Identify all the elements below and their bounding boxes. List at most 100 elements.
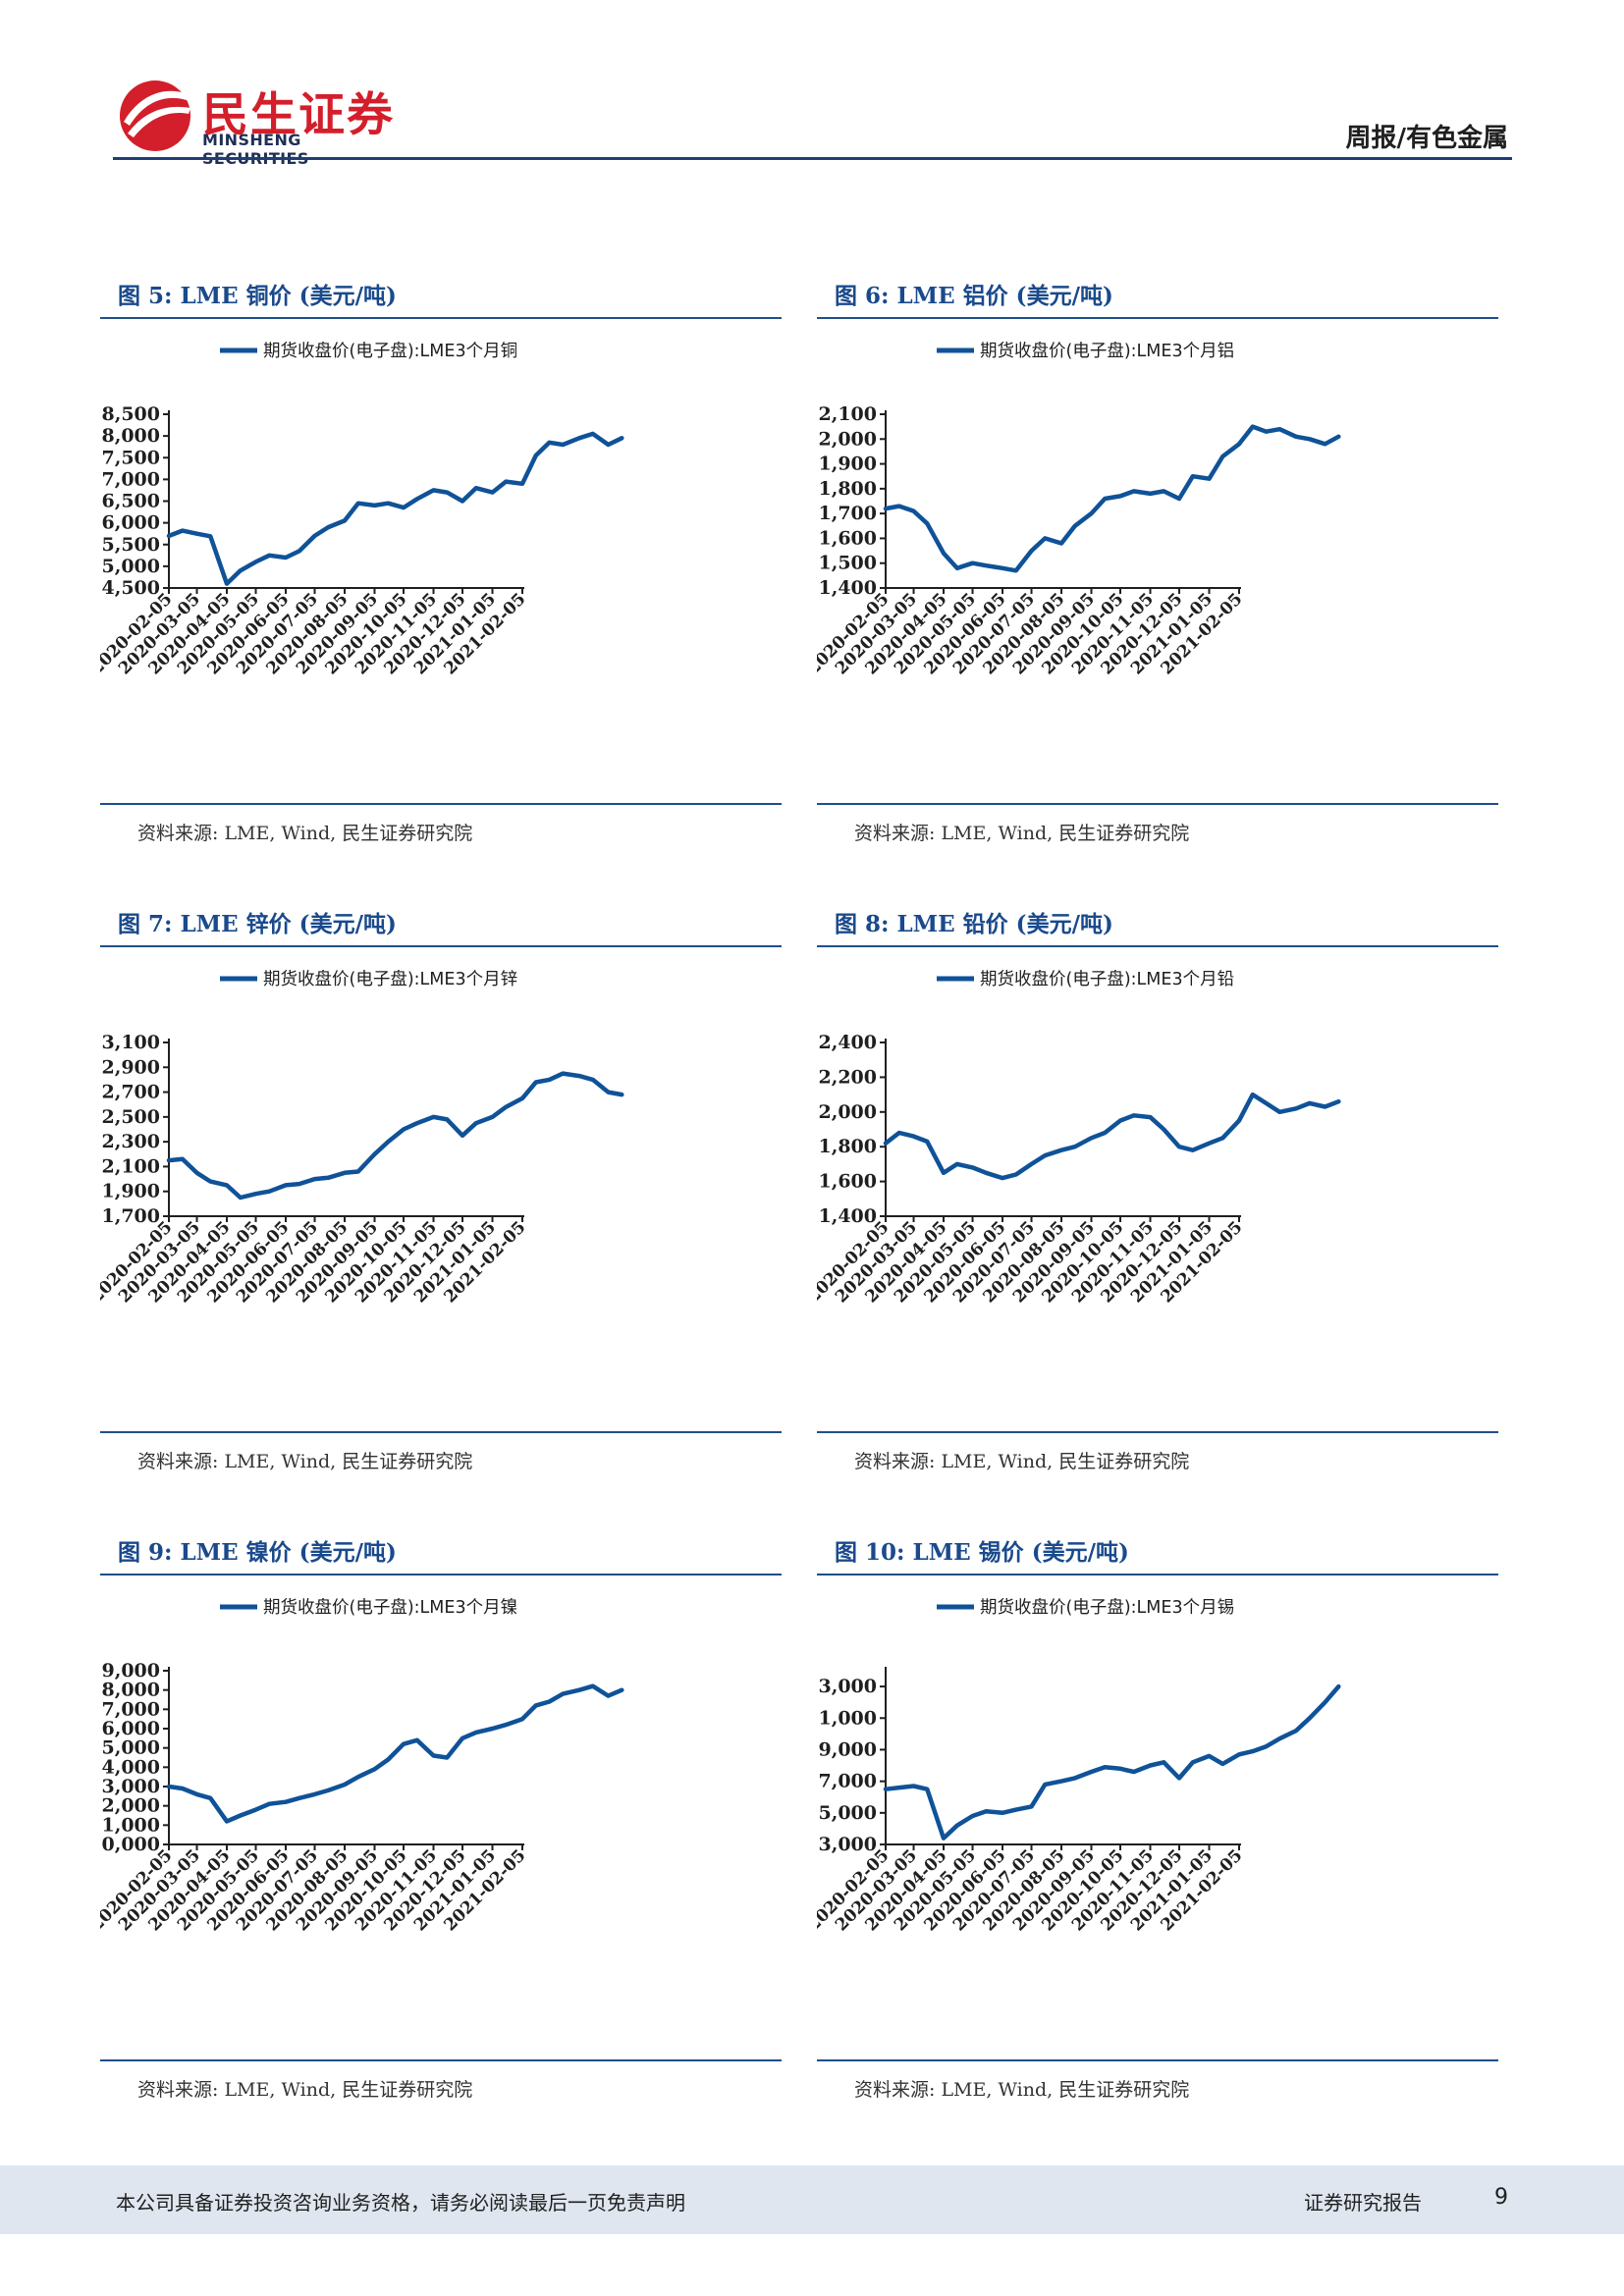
chart-axes	[885, 410, 1241, 589]
figure-source: 资料来源: LME, Wind, 民生证券研究院	[854, 2079, 1190, 2101]
chart-legend: 期货收盘价(电子盘):LME3个月铜	[220, 342, 517, 361]
chart-ticks: 10,00011,00012,00013,00014,00015,00016,0…	[100, 1660, 530, 1935]
y-tick-label: 17,000	[100, 1698, 160, 1720]
figure-source: 资料来源: LME, Wind, 民生证券研究院	[854, 823, 1190, 844]
chart-ticks: 1,700 1,900 2,100 2,300 2,500 2,700 2,900 3,100…	[100, 1032, 530, 1307]
legend-label: 期货收盘价(电子盘):LME3个月铝	[980, 342, 1234, 361]
y-tick-label: 1,700	[102, 1205, 161, 1227]
figure-panel: 图 7: LME 锌价 (美元/吨) 期货收盘价(电子盘):LME3个月锌 1,…	[100, 905, 782, 1494]
logo-subtext: MINSHENG SECURITIES	[202, 131, 308, 168]
y-tick-label: 17,000	[817, 1771, 877, 1792]
chart-legend: 期货收盘价(电子盘):LME3个月锡	[937, 1598, 1234, 1618]
figure-top-rule	[817, 1574, 1498, 1575]
chart-legend: 期货收盘价(电子盘):LME3个月铝	[937, 342, 1234, 361]
y-tick-label: 13,000	[100, 1776, 160, 1797]
figure-panel: 图 6: LME 铝价 (美元/吨) 期货收盘价(电子盘):LME3个月铝 1,…	[817, 277, 1498, 866]
y-tick-label: 2,200	[819, 1066, 878, 1088]
figure-title: 图 8: LME 铅价 (美元/吨)	[835, 911, 1113, 937]
y-tick-label: 15,000	[100, 1737, 160, 1759]
y-tick-label: 1,400	[819, 1205, 878, 1227]
y-tick-label: 1,600	[819, 527, 878, 549]
legend-label: 期货收盘价(电子盘):LME3个月锡	[980, 1598, 1234, 1618]
y-tick-label: 1,700	[819, 503, 878, 524]
figure-title: 图 7: LME 锌价 (美元/吨)	[118, 911, 397, 937]
logo-text: 民生证券	[202, 88, 395, 142]
footer-disclaimer: 本公司具备证券投资咨询业务资格，请务必阅读最后一页免责声明	[116, 2191, 685, 2215]
y-tick-label: 18,000	[100, 1680, 160, 1701]
figure-title: 图 6: LME 铝价 (美元/吨)	[835, 283, 1113, 309]
line-chart: 期货收盘价(电子盘):LME3个月锡 13,000 15,000 17,000 19,…	[817, 1598, 1341, 1935]
y-tick-label: 2,300	[102, 1131, 161, 1152]
y-tick-label: 8,000	[102, 425, 161, 447]
page-footer: 本公司具备证券投资咨询业务资格，请务必阅读最后一页免责声明 证券研究报告 9	[0, 2165, 1624, 2234]
y-tick-label: 12,000	[100, 1795, 160, 1817]
y-tick-label: 11,000	[100, 1814, 160, 1836]
header-divider	[113, 157, 1512, 160]
chart-plot	[166, 1683, 624, 1824]
y-tick-label: 19,000	[817, 1738, 877, 1760]
line-chart: 期货收盘价(电子盘):LME3个月铅 1,400 1,600 1,800 2,000 2…	[817, 970, 1341, 1307]
y-tick-label: 7,000	[102, 468, 161, 490]
figure-top-rule	[100, 1574, 782, 1575]
y-tick-label: 13,000	[817, 1834, 877, 1855]
chart-legend: 期货收盘价(电子盘):LME3个月锌	[220, 970, 517, 989]
figure-panel: 图 5: LME 铜价 (美元/吨) 期货收盘价(电子盘):LME3个月铜 4,…	[100, 277, 782, 866]
chart-plot	[883, 424, 1341, 573]
y-tick-label: 21,000	[817, 1707, 877, 1729]
legend-label: 期货收盘价(电子盘):LME3个月铅	[980, 970, 1234, 989]
figure-top-rule	[817, 317, 1498, 319]
figure-panel: 图 9: LME 镍价 (美元/吨) 期货收盘价(电子盘):LME3个月镍 10…	[100, 1533, 782, 2122]
chart-legend: 期货收盘价(电子盘):LME3个月铅	[937, 970, 1234, 989]
y-tick-label: 2,700	[102, 1082, 161, 1103]
figure-source: 资料来源: LME, Wind, 民生证券研究院	[854, 1451, 1190, 1472]
series-line	[166, 431, 624, 586]
series-line	[883, 1683, 1341, 1841]
y-tick-label: 1,600	[819, 1171, 878, 1193]
figure-title: 图 5: LME 铜价 (美元/吨)	[118, 283, 397, 309]
chart-ticks: 4,5005,0005,5006,0006,5007,0007,5008,000…	[100, 403, 530, 678]
line-chart: 期货收盘价(电子盘):LME3个月铜 4,5005,0005,5006,0006…	[100, 342, 624, 678]
y-tick-label: 2,100	[102, 1155, 161, 1177]
y-tick-label: 23,000	[817, 1676, 877, 1697]
y-tick-label: 1,500	[819, 553, 878, 574]
y-tick-label: 1,400	[819, 577, 878, 599]
chart-ticks: 1,400 1,500 1,600 1,700 1,800 1,900 2,000 2,100…	[817, 403, 1247, 678]
y-tick-label: 15,000	[817, 1802, 877, 1824]
y-tick-label: 1,900	[819, 454, 878, 475]
y-tick-label: 19,000	[100, 1660, 160, 1682]
chart-legend: 期货收盘价(电子盘):LME3个月镍	[220, 1598, 517, 1618]
logo-emblem-icon	[120, 80, 190, 151]
page-header: 民生证券 MINSHENG SECURITIES 周报/有色金属	[0, 0, 1624, 168]
figure-top-rule	[100, 945, 782, 947]
chart-axes	[885, 1039, 1241, 1217]
line-chart: 期货收盘价(电子盘):LME3个月镍 10,00011,00012,00013,…	[100, 1598, 624, 1935]
legend-label: 期货收盘价(电子盘):LME3个月锌	[263, 970, 517, 989]
y-tick-label: 2,500	[102, 1106, 161, 1128]
figure-bottom-rule	[100, 1431, 782, 1433]
y-tick-label: 4,500	[102, 577, 161, 599]
section-tag: 周报/有色金属	[1345, 124, 1509, 153]
series-line	[166, 1683, 624, 1824]
chart-plot	[883, 1683, 1341, 1841]
figure-top-rule	[817, 945, 1498, 947]
figure-source: 资料来源: LME, Wind, 民生证券研究院	[137, 823, 473, 844]
y-tick-label: 5,500	[102, 534, 161, 556]
y-tick-label: 2,000	[819, 1101, 878, 1123]
figure-bottom-rule	[100, 2059, 782, 2061]
chart-ticks: 13,00015,00017,00019,00021,00023,0002020…	[817, 1676, 1247, 1935]
figure-title: 图 10: LME 锡价 (美元/吨)	[835, 1539, 1129, 1566]
chart-axes	[168, 1667, 524, 1845]
figure-source: 资料来源: LME, Wind, 民生证券研究院	[137, 2079, 473, 2101]
figure-bottom-rule	[817, 1431, 1498, 1433]
chart-axes	[885, 1667, 1241, 1845]
y-tick-label: 7,500	[102, 447, 161, 468]
figure-panel: 图 10: LME 锡价 (美元/吨) 期货收盘价(电子盘):LME3个月锡 1…	[817, 1533, 1498, 2122]
y-tick-label: 5,000	[102, 556, 161, 577]
y-tick-label: 2,900	[102, 1056, 161, 1078]
y-tick-label: 14,000	[100, 1756, 160, 1778]
chart-plot	[166, 1071, 624, 1201]
series-line	[883, 424, 1341, 573]
figure-panel: 图 8: LME 铅价 (美元/吨) 期货收盘价(电子盘):LME3个月铅 1,…	[817, 905, 1498, 1494]
series-line	[883, 1092, 1341, 1181]
chart-plot	[166, 431, 624, 586]
